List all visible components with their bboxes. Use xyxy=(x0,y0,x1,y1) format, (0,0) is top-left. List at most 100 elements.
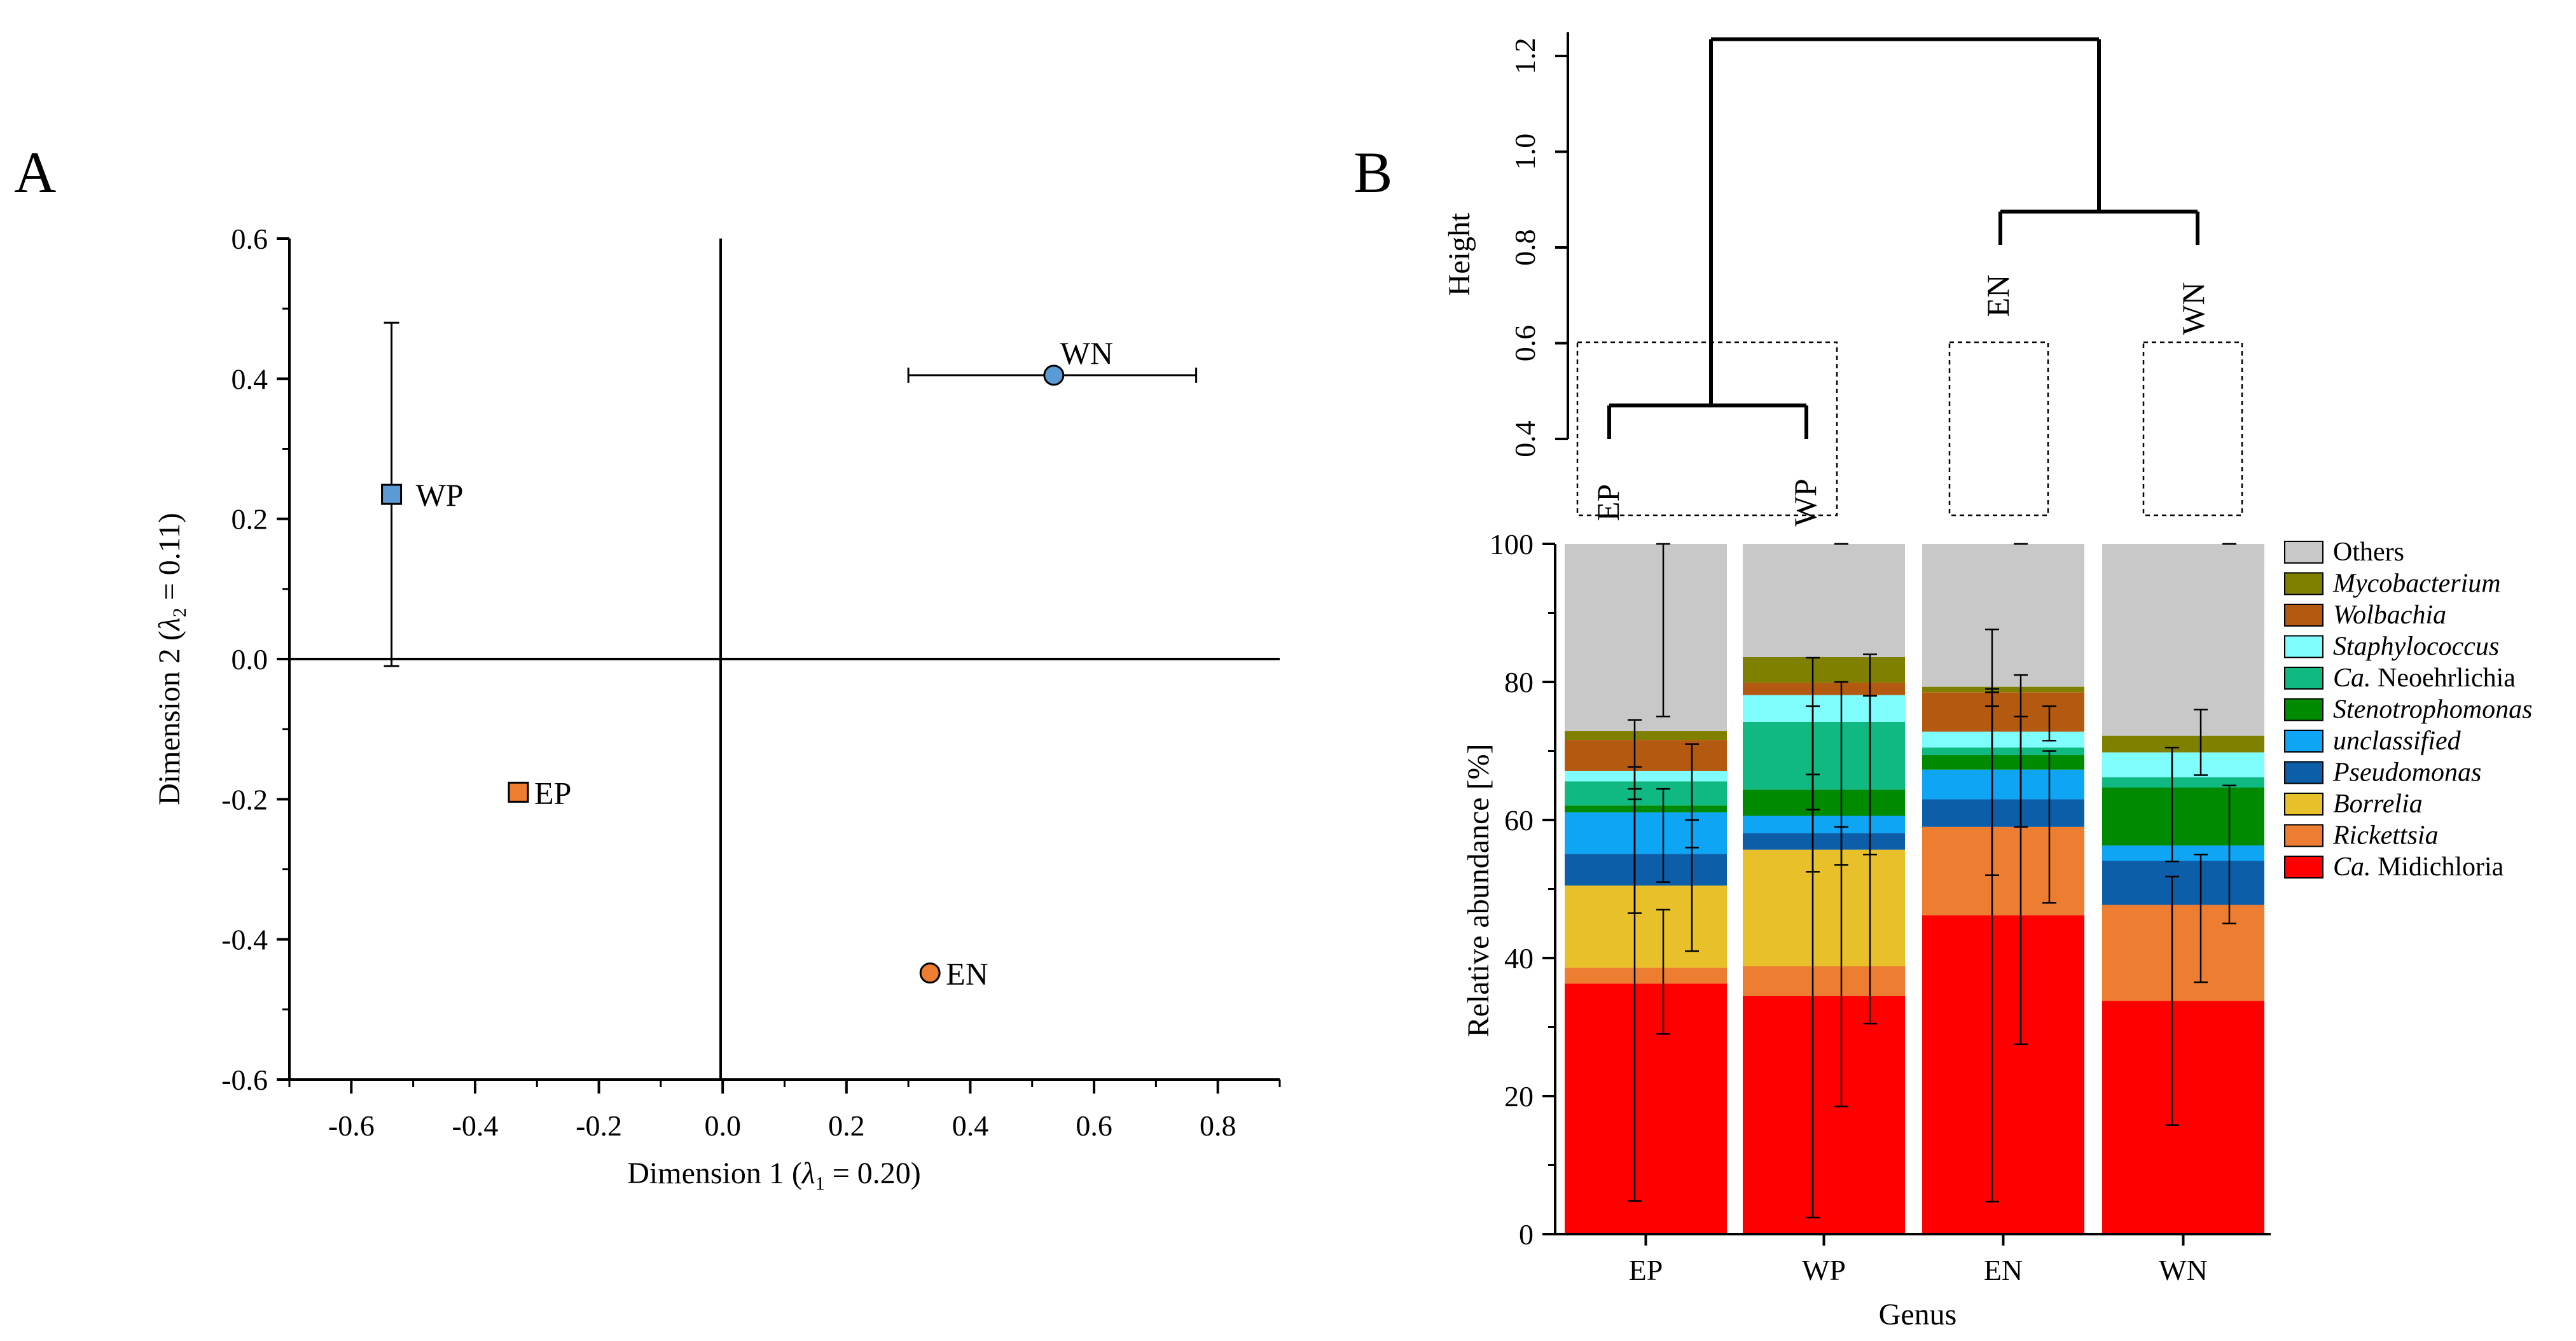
bar-segment-ep xyxy=(1565,805,1727,813)
bar-segment-wp xyxy=(1743,695,1905,722)
point-label-wp: WP xyxy=(416,477,464,513)
bar-segment-en xyxy=(1922,747,2084,756)
legend-label: Pseudomonas xyxy=(2332,758,2481,788)
bar-segment-wp xyxy=(1743,816,1905,833)
legend-swatch xyxy=(2284,856,2323,879)
y-tick-label: 0.2 xyxy=(232,503,268,536)
x-category-label: WN xyxy=(2159,1254,2208,1286)
bar-segment-en xyxy=(1922,686,2084,693)
dendro-leaf-label-ep: EP xyxy=(1590,484,1626,521)
x-tick-label: -0.4 xyxy=(452,1109,499,1142)
x-tick-label: 0.8 xyxy=(1200,1109,1236,1142)
bar-segment-wp xyxy=(1743,833,1905,850)
bar-y-tick-label: 60 xyxy=(1504,804,1534,837)
bar-segment-ep xyxy=(1565,886,1727,968)
legend-swatch xyxy=(2284,824,2323,847)
bar-segment-wp xyxy=(1743,657,1905,683)
bar-segment-wp xyxy=(1743,996,1905,1234)
legend-label: Wolbachia xyxy=(2333,601,2446,630)
point-wp xyxy=(381,483,403,505)
bar-segment-ep xyxy=(1565,731,1727,740)
bar-segment-ep xyxy=(1565,968,1727,984)
stacked-bar-chart: EP WP EN WN 0 20 40 60 80 100 Genus Relative abunda… xyxy=(1462,528,2271,1331)
dendro-y-title: Height xyxy=(1443,212,1476,296)
bar-segment-en xyxy=(1922,732,2084,748)
bar-segment-en xyxy=(1922,799,2084,827)
legend-label: Stenotrophomonas xyxy=(2333,695,2532,725)
legend-label: Others xyxy=(2333,538,2404,567)
legend-swatch xyxy=(2284,667,2323,690)
dendro-cluster-box xyxy=(1576,341,1838,517)
bar-segment-wn xyxy=(2102,735,2264,753)
x-tick-label: -0.6 xyxy=(328,1109,375,1142)
bar-segment-ep xyxy=(1565,740,1727,771)
bar-segment-wn xyxy=(2102,845,2264,861)
bar-segment-wp xyxy=(1743,721,1905,790)
bar-y-tick-label: 80 xyxy=(1504,666,1534,698)
legend-swatch xyxy=(2284,761,2323,784)
dendro-leaf-label-wp: WP xyxy=(1787,479,1823,527)
legend-swatch xyxy=(2284,793,2323,816)
point-label-en: EN xyxy=(946,956,988,992)
bar-segment-en xyxy=(1922,915,2084,1234)
dendro-y-tick-label: 1.0 xyxy=(1509,134,1541,170)
bar-segment-ep xyxy=(1565,854,1727,886)
point-label-ep: EP xyxy=(534,775,571,810)
legend-label: Mycobacterium xyxy=(2332,569,2501,599)
dendro-y-tick-label: 0.4 xyxy=(1509,420,1541,457)
y-tick-label: -0.6 xyxy=(221,1064,268,1096)
dendro-leaf-label-en: EN xyxy=(1980,275,2016,317)
bar-segment-ep xyxy=(1565,812,1727,854)
bar-segment-en xyxy=(1922,826,2084,915)
dendro-leaf-label-wn: WN xyxy=(2175,282,2211,335)
dendro-cluster-box xyxy=(1948,341,2049,517)
bar-segment-wn xyxy=(2102,788,2264,846)
x-axis-title: Dimension 1 (λ1 = 0.20) xyxy=(627,1157,921,1194)
bar-segment-wp xyxy=(1743,849,1905,967)
bar-y-tick-label: 100 xyxy=(1490,528,1534,560)
y-tick-label: 0.0 xyxy=(232,643,268,676)
bar-segment-wn xyxy=(2102,544,2264,736)
dendro-y-tick-label: 0.8 xyxy=(1509,229,1541,266)
bar-segment-en xyxy=(1922,692,2084,732)
x-tick-label: 0.6 xyxy=(1076,1109,1112,1142)
legend-label: Ca. Neoehrlichia xyxy=(2333,664,2516,693)
bar-y-title: Relative abundance [%] xyxy=(1462,744,1495,1037)
bar-segment-ep xyxy=(1565,770,1727,782)
bar-segment-wn xyxy=(2102,777,2264,788)
x-tick-label: 0.2 xyxy=(828,1109,865,1142)
legend-label: unclassified xyxy=(2333,726,2462,756)
chart-legend: OthersMycobacteriumWolbachiaStaphylococc… xyxy=(2284,538,2532,882)
y-tick-label: -0.4 xyxy=(221,924,268,956)
dendro-y-tick-label: 0.6 xyxy=(1509,325,1541,362)
legend-label: Borrelia xyxy=(2333,789,2423,819)
x-category-label: EP xyxy=(1629,1254,1663,1286)
bar-segment-en xyxy=(1922,755,2084,770)
x-tick-label: -0.2 xyxy=(576,1109,622,1142)
bar-segment-wn xyxy=(2102,905,2264,1001)
legend-swatch xyxy=(2284,698,2323,721)
legend-swatch xyxy=(2284,635,2323,658)
bar-segment-wp xyxy=(1743,683,1905,695)
cluster-dendrogram: 0.4 0.6 0.8 1.0 1.2 Height EP WP EN WN xyxy=(1443,32,2243,527)
legend-swatch xyxy=(2284,604,2323,627)
bar-y-tick-label: 20 xyxy=(1504,1080,1534,1113)
legend-swatch xyxy=(2284,730,2323,753)
y-axis-title: Dimension 2 (λ2 = 0.11) xyxy=(153,513,190,805)
legend-swatch xyxy=(2284,541,2323,564)
x-tick-label: 0.0 xyxy=(704,1109,741,1142)
bar-segment-en xyxy=(1922,769,2084,800)
bar-segment-ep xyxy=(1565,781,1727,806)
bar-x-title: Genus xyxy=(1879,1298,1957,1331)
legend-label: Rickettsia xyxy=(2332,821,2439,851)
dendro-y-tick-label: 1.2 xyxy=(1509,38,1541,74)
panel-label-b: B xyxy=(1354,140,1392,205)
bar-segment-wn xyxy=(2102,1001,2264,1234)
bar-segment-wn xyxy=(2102,861,2264,905)
x-category-label: EN xyxy=(1984,1254,2023,1286)
x-tick-label: 0.4 xyxy=(952,1109,989,1142)
bar-segment-wp xyxy=(1743,966,1905,996)
bar-segment-wp xyxy=(1743,544,1905,657)
bar-segment-ep xyxy=(1565,544,1727,732)
point-wn xyxy=(1043,365,1065,386)
